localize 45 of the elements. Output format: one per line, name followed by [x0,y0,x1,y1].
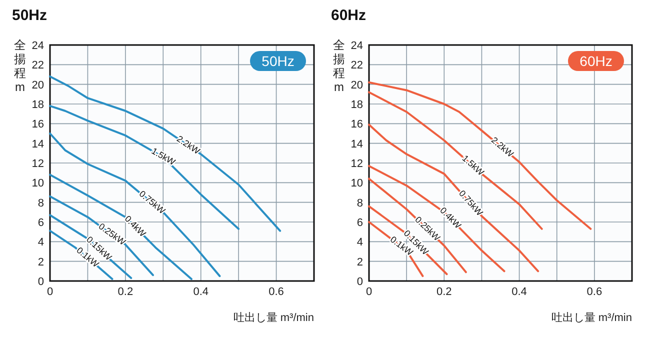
y-tick-label: 4 [356,236,363,249]
line-series [368,124,540,272]
y-tick-label: 2 [356,256,363,268]
y-tick-label: 20 [350,79,363,92]
y-tick-label: 0 [356,276,363,288]
y-tick-label: 6 [38,217,44,229]
y-tick-label: 18 [32,99,44,111]
y-tick-label: 24 [350,40,363,52]
y-tick-label: 6 [356,217,363,229]
x-tick-label: 0.6 [268,286,284,298]
line-series [49,174,192,280]
y-tick-label: 16 [350,118,363,131]
y-tick-label: 14 [350,138,363,150]
y-tick-label: 22 [32,60,44,72]
y-tick-label: 4 [38,236,44,249]
y-tick-label: 12 [350,158,363,170]
y-tick-label: 8 [38,197,44,210]
x-tick-label: 0.2 [436,286,452,298]
x-tick-label: 0.4 [193,286,209,298]
y-axis-title: 全揚程 m [333,38,345,94]
y-tick-label: 2 [38,256,44,268]
y-tick-label: 10 [32,178,44,190]
y-tick-label: 12 [32,158,44,170]
annotation: 60Hz [580,53,612,69]
y-tick-label: 10 [350,178,363,190]
x-tick-label: 0.6 [586,286,602,298]
x-tick-label: 0 [46,286,54,298]
y-tick-label: 20 [32,79,44,92]
chart-title: 50Hz [12,7,48,24]
y-tick-label: 14 [32,138,44,150]
annotation: 50Hz [262,53,294,69]
y-tick-label: 22 [350,60,363,72]
line-series [49,132,221,278]
x-tick-label: 0.4 [512,286,527,298]
chart-title: 60Hz [331,7,366,24]
x-axis-title: 吐出し量 m³/min [233,311,314,324]
x-axis-title: 吐出し量 m³/min [551,311,632,324]
x-tick-label: 0 [366,286,372,298]
y-axis-title: 全揚程 m [14,38,26,94]
y-tick-label: 16 [32,118,44,131]
y-tick-label: 0 [38,276,44,288]
y-tick-label: 24 [32,40,44,52]
y-tick-label: 8 [356,197,363,210]
y-tick-label: 18 [350,99,363,111]
x-tick-label: 0.2 [118,286,134,298]
